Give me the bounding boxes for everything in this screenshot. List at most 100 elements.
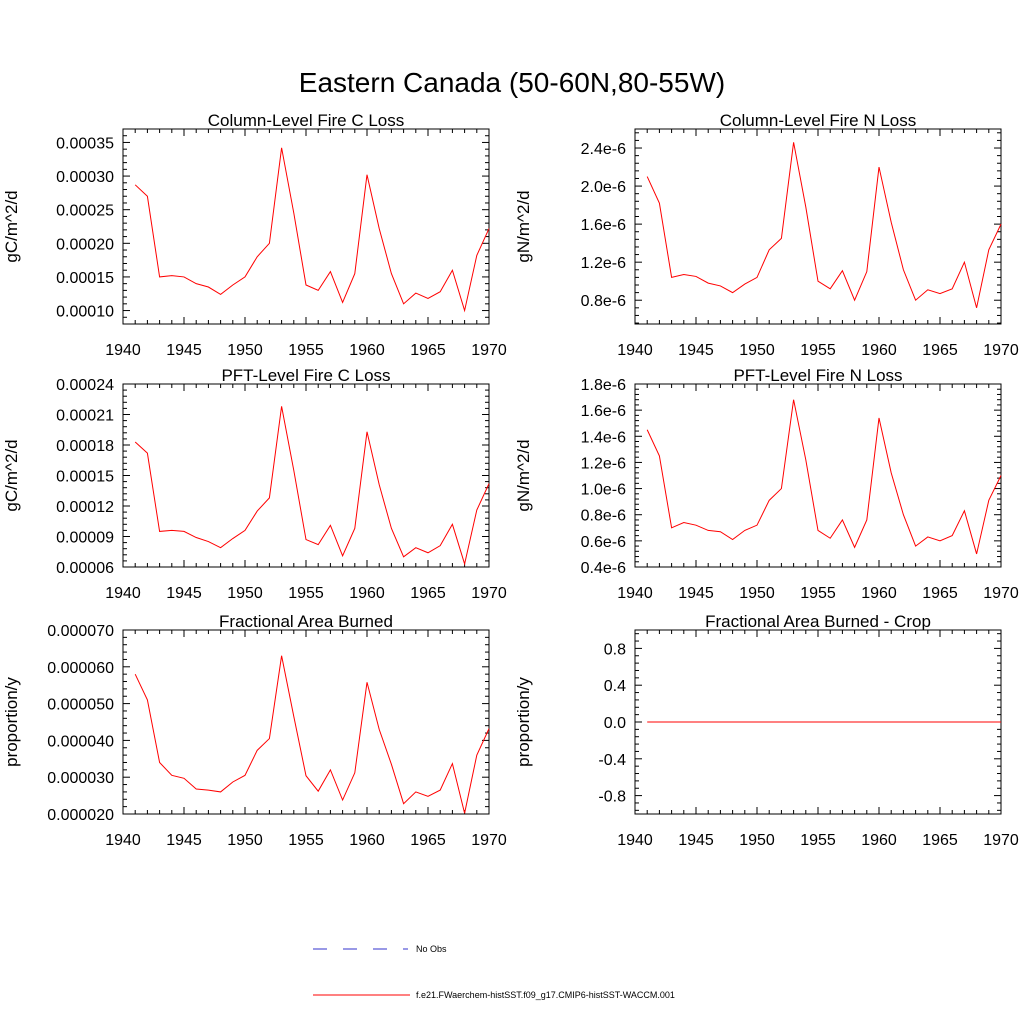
- y-tick-label: 0.00012: [56, 499, 114, 516]
- legend: No Obs f.e21.FWaerchem-histSST.f09_g17.C…: [313, 944, 675, 1000]
- x-tick-label: 1955: [288, 585, 324, 602]
- x-tick-label: 1960: [349, 342, 385, 359]
- x-tick-label: 1940: [617, 585, 653, 602]
- x-tick-label: 1940: [617, 342, 653, 359]
- series-line: [134, 655, 490, 814]
- x-tick-label: 1950: [227, 585, 263, 602]
- y-tick-label: 1.2e-6: [581, 455, 626, 472]
- plot-frame: [634, 383, 1002, 568]
- plot-frame: [122, 629, 490, 815]
- x-tick-label: 1960: [349, 832, 385, 849]
- x-tick-label: 1970: [983, 342, 1019, 359]
- y-tick-label: 0.8e-6: [581, 508, 626, 525]
- y-tick-label: 0.000030: [47, 770, 114, 787]
- y-axis-label: gN/m^2/d: [514, 190, 533, 262]
- chart-panel: Fractional Area Burned - Crop 1940 1945 195…: [514, 612, 1019, 849]
- y-axis-label: gN/m^2/d: [514, 439, 533, 511]
- x-tick-label: 1945: [678, 832, 714, 849]
- chart-panel: PFT-Level Fire N Loss 1940 1945 1950 1955 196…: [514, 366, 1019, 602]
- x-tick-label: 1970: [471, 342, 507, 359]
- x-tick-label: 1965: [922, 342, 958, 359]
- x-tick-label: 1945: [166, 342, 202, 359]
- panel-title: PFT-Level Fire C Loss: [221, 366, 390, 385]
- x-tick-label: 1960: [861, 832, 897, 849]
- y-tick-label: 0.00018: [56, 438, 114, 455]
- series-line: [646, 142, 1002, 308]
- x-tick-label: 1955: [800, 832, 836, 849]
- x-tick-label: 1945: [678, 342, 714, 359]
- y-tick-label: 0.000060: [47, 660, 114, 677]
- panel-title: Column-Level Fire N Loss: [720, 111, 917, 130]
- legend-obs-label: No Obs: [416, 944, 447, 954]
- y-tick-label: 0.00010: [56, 304, 114, 321]
- y-axis-label: proportion/y: [2, 677, 21, 767]
- y-tick-label: 1.0e-6: [581, 482, 626, 499]
- x-tick-label: 1960: [349, 585, 385, 602]
- series-line: [134, 406, 490, 566]
- y-tick-label: 0.6e-6: [581, 534, 626, 551]
- y-tick-label: 0.00030: [56, 169, 114, 186]
- x-tick-label: 1945: [678, 585, 714, 602]
- y-tick-label: 1.6e-6: [581, 217, 626, 234]
- x-tick-label: 1945: [166, 832, 202, 849]
- panel-title: Fractional Area Burned: [219, 612, 393, 631]
- y-tick-label: -0.4: [598, 752, 626, 769]
- x-tick-label: 1955: [800, 342, 836, 359]
- panel-title: Column-Level Fire C Loss: [208, 111, 405, 130]
- y-tick-label: 0.00035: [56, 135, 114, 152]
- x-tick-label: 1965: [410, 585, 446, 602]
- y-tick-label: 0.4e-6: [581, 560, 626, 577]
- chart-panel: PFT-Level Fire C Loss 1940 1945 1950 1955 196…: [2, 366, 507, 602]
- y-tick-label: 0.000040: [47, 733, 114, 750]
- x-tick-label: 1950: [739, 832, 775, 849]
- y-tick-label: 0.00024: [56, 377, 114, 394]
- x-tick-label: 1965: [922, 585, 958, 602]
- x-tick-label: 1950: [227, 832, 263, 849]
- x-tick-label: 1950: [227, 342, 263, 359]
- chart-panels: Column-Level Fire C Loss 1940 1945 1950 1955…: [2, 111, 1019, 849]
- y-axis-label: gC/m^2/d: [2, 190, 21, 262]
- series-line: [646, 399, 1002, 555]
- panel-title: Fractional Area Burned - Crop: [705, 612, 931, 631]
- x-tick-label: 1965: [410, 342, 446, 359]
- y-tick-label: 0.00006: [56, 560, 114, 577]
- y-axis-label: proportion/y: [514, 677, 533, 767]
- y-tick-label: 0.000050: [47, 697, 114, 714]
- x-tick-label: 1940: [105, 585, 141, 602]
- x-tick-label: 1955: [800, 585, 836, 602]
- x-tick-label: 1960: [861, 585, 897, 602]
- x-tick-label: 1950: [739, 342, 775, 359]
- y-tick-label: 0.00020: [56, 236, 114, 253]
- y-tick-label: 1.2e-6: [581, 255, 626, 272]
- x-tick-label: 1940: [617, 832, 653, 849]
- x-tick-label: 1970: [983, 832, 1019, 849]
- x-tick-label: 1955: [288, 832, 324, 849]
- y-tick-label: 1.4e-6: [581, 429, 626, 446]
- panel-title: PFT-Level Fire N Loss: [733, 366, 902, 385]
- y-tick-label: 0.000020: [47, 807, 114, 824]
- legend-model-label: f.e21.FWaerchem-histSST.f09_g17.CMIP6-hi…: [416, 990, 675, 1000]
- y-tick-label: 2.4e-6: [581, 141, 626, 158]
- y-tick-label: 0.00009: [56, 530, 114, 547]
- x-tick-label: 1970: [471, 832, 507, 849]
- plot-frame: [634, 128, 1002, 325]
- y-tick-label: 1.6e-6: [581, 403, 626, 420]
- y-tick-label: 0.00015: [56, 270, 114, 287]
- figure-title: Eastern Canada (50-60N,80-55W): [299, 67, 725, 98]
- x-tick-label: 1950: [739, 585, 775, 602]
- y-tick-label: 0.4: [604, 678, 626, 695]
- y-tick-label: 1.8e-6: [581, 377, 626, 394]
- chart-panel: Column-Level Fire C Loss 1940 1945 1950 1955…: [2, 111, 507, 359]
- y-tick-label: 0.00021: [56, 408, 114, 425]
- series-line: [134, 147, 490, 313]
- x-tick-label: 1970: [471, 585, 507, 602]
- y-tick-label: 0.00015: [56, 469, 114, 486]
- x-tick-label: 1965: [922, 832, 958, 849]
- x-tick-label: 1970: [983, 585, 1019, 602]
- x-tick-label: 1945: [166, 585, 202, 602]
- y-tick-label: 0.00025: [56, 203, 114, 220]
- y-axis-label: gC/m^2/d: [2, 439, 21, 511]
- chart-panel: Fractional Area Burned 1940 1945 1950 1955 19…: [2, 612, 507, 849]
- y-tick-label: 0.0: [604, 715, 626, 732]
- y-tick-label: 2.0e-6: [581, 179, 626, 196]
